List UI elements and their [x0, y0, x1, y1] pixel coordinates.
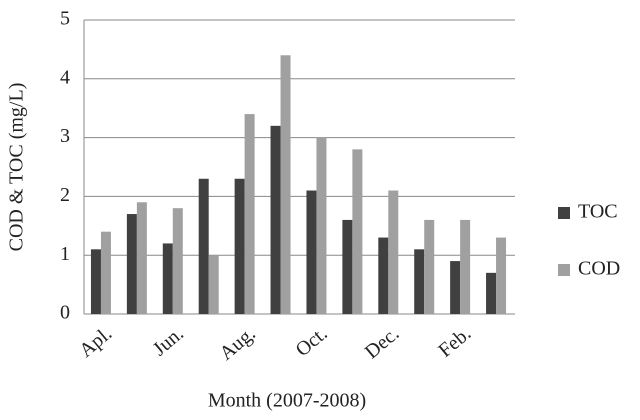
legend-label: TOC	[578, 201, 618, 223]
bar	[234, 178, 245, 314]
bar	[450, 261, 461, 314]
bar	[316, 137, 327, 314]
x-tick-label: Oct.	[292, 322, 332, 361]
bar	[100, 231, 111, 314]
y-tick-label: 1	[60, 243, 70, 265]
bar	[414, 249, 425, 314]
bar	[342, 219, 353, 314]
y-tick-label: 4	[60, 66, 70, 88]
y-axis-label: COD & TOC (mg/L)	[6, 83, 28, 252]
bar	[172, 208, 183, 314]
bar	[208, 255, 219, 314]
legend-label: COD	[578, 258, 620, 280]
bar	[378, 237, 389, 314]
y-tick-label: 3	[60, 125, 70, 147]
bar	[388, 190, 399, 314]
bar	[270, 125, 281, 314]
y-tick-label: 5	[60, 8, 70, 30]
x-tick-label: Aug.	[215, 322, 259, 364]
bar	[244, 114, 255, 314]
x-tick-label: Feb.	[434, 322, 475, 361]
legend-swatch	[558, 264, 570, 276]
bar	[198, 178, 209, 314]
bar	[496, 237, 507, 314]
bar	[90, 249, 101, 314]
bar	[162, 243, 173, 314]
x-axis-label: Month (2007-2008)	[208, 390, 366, 412]
x-tick-label: Dec.	[361, 322, 404, 363]
x-tick-label: Jun.	[149, 322, 188, 360]
bar	[486, 272, 497, 314]
bar	[126, 214, 137, 314]
bar	[352, 149, 363, 314]
legend-swatch	[558, 207, 570, 219]
y-tick-label: 2	[60, 184, 70, 206]
x-tick-label: Apl.	[75, 322, 116, 361]
bar	[280, 55, 291, 314]
bar	[460, 219, 471, 314]
bar	[136, 202, 147, 314]
y-tick-label: 0	[60, 302, 70, 324]
bar	[424, 219, 435, 314]
bar	[306, 190, 317, 314]
